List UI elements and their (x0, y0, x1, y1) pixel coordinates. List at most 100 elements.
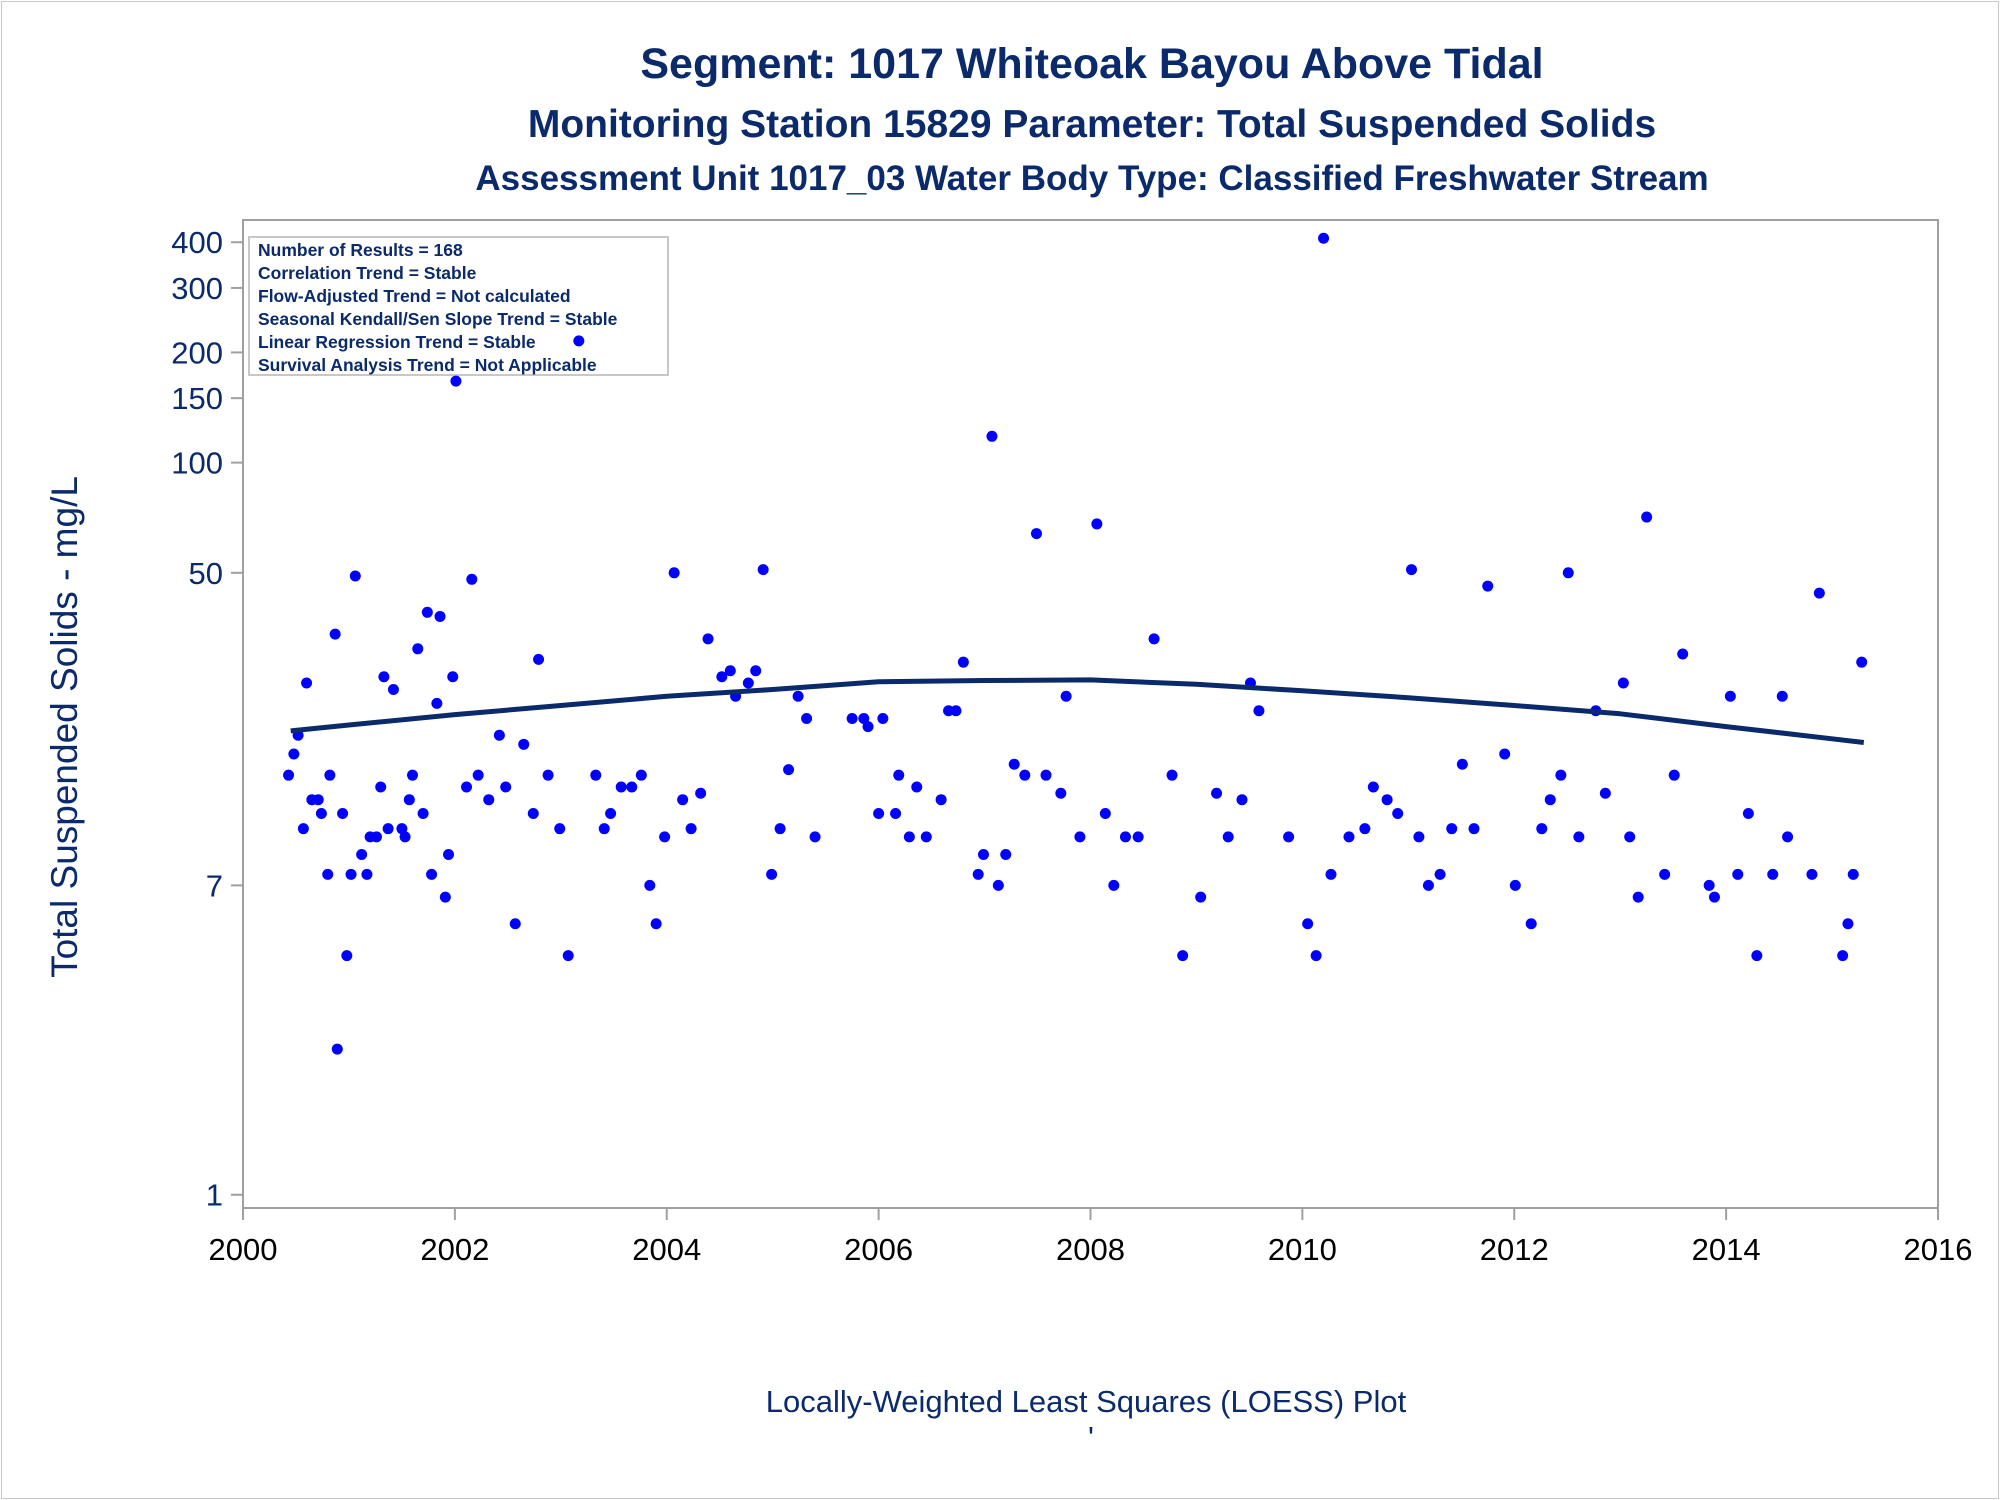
data-point (1195, 891, 1207, 903)
data-point (493, 729, 505, 741)
data-point (877, 712, 889, 724)
data-point (331, 1043, 343, 1055)
stats-line: Survival Analysis Trend = Not Applicable (258, 355, 597, 375)
data-point (598, 823, 610, 835)
data-point (1434, 868, 1446, 880)
x-tick-label: 2008 (1056, 1232, 1125, 1267)
x-tick-label: 2002 (420, 1232, 489, 1267)
data-point (439, 891, 451, 903)
y-tick-label: 150 (171, 381, 223, 416)
data-point (1562, 567, 1574, 579)
data-point (312, 794, 324, 806)
data-point (361, 868, 373, 880)
data-point (668, 567, 680, 579)
data-point (1617, 677, 1629, 689)
x-tick-label: 2016 (1904, 1232, 1973, 1267)
data-point (1236, 794, 1248, 806)
data-point (1599, 787, 1611, 799)
data-point (461, 781, 473, 793)
caption-mark: ' (1088, 1420, 1094, 1455)
data-point (1405, 564, 1417, 576)
data-point (590, 769, 602, 781)
data-point (1703, 879, 1715, 891)
chart-subtitle-2: Assessment Unit 1017_03 Water Body Type:… (475, 159, 1708, 198)
x-axis: 2000 2002 2004 2006 2008 2010 2012 2014 2016 (209, 1208, 1973, 1267)
data-point (1099, 808, 1111, 820)
data-point (1060, 690, 1072, 702)
data-point (1446, 823, 1458, 835)
data-point (1782, 831, 1794, 843)
data-point (903, 831, 915, 843)
data-point (1544, 794, 1556, 806)
data-point (858, 712, 870, 724)
data-point (297, 823, 309, 835)
data-point (615, 781, 627, 793)
data-point (533, 653, 545, 665)
data-point (757, 564, 769, 576)
data-point (315, 808, 327, 820)
stats-line: Linear Regression Trend = Stable (258, 332, 536, 352)
data-point (403, 794, 415, 806)
data-point (337, 808, 349, 820)
data-point (1074, 831, 1086, 843)
data-point (1310, 950, 1322, 962)
data-point (1108, 879, 1120, 891)
data-point (1509, 879, 1521, 891)
data-point (992, 879, 1004, 891)
data-point (1119, 831, 1131, 843)
y-axis: 1 7 50 100 150 200 300 400 (171, 225, 243, 1213)
x-tick-label: 2000 (209, 1232, 278, 1267)
data-point (978, 849, 990, 861)
y-tick-label: 300 (171, 271, 223, 306)
y-tick-label: 100 (171, 446, 223, 481)
data-point (783, 764, 795, 776)
data-point (1381, 794, 1393, 806)
data-point (288, 748, 300, 760)
data-point (382, 823, 394, 835)
data-point (716, 671, 728, 683)
data-point (1641, 511, 1653, 523)
data-point (650, 918, 662, 930)
data-point (1677, 648, 1689, 660)
data-point (695, 787, 707, 799)
y-tick-label: 200 (171, 335, 223, 370)
data-point (972, 868, 984, 880)
stats-line: Seasonal Kendall/Sen Slope Trend = Stabl… (258, 309, 618, 329)
data-point (322, 868, 334, 880)
data-point (1813, 587, 1825, 599)
data-point (562, 950, 574, 962)
data-point (986, 430, 998, 442)
data-point (1732, 868, 1744, 880)
data-point (702, 633, 714, 645)
data-point (1422, 879, 1434, 891)
data-point (370, 831, 382, 843)
stats-line: Flow-Adjusted Trend = Not calculated (258, 286, 571, 306)
data-point (1847, 868, 1859, 880)
data-point (412, 643, 424, 655)
data-point (1837, 950, 1849, 962)
data-point (1776, 690, 1788, 702)
data-point (466, 573, 478, 585)
data-point (483, 794, 495, 806)
loess-line (290, 677, 1865, 745)
data-point (443, 849, 455, 861)
x-tick-label: 2006 (844, 1232, 913, 1267)
data-point (1499, 748, 1511, 760)
data-point (1008, 758, 1020, 770)
data-point (341, 950, 353, 962)
data-point (1624, 831, 1636, 843)
data-point (1302, 918, 1314, 930)
data-point (659, 831, 671, 843)
data-point (450, 375, 462, 387)
series-layer (283, 232, 1868, 1055)
data-point (626, 781, 638, 793)
data-point (417, 808, 429, 820)
x-tick-label: 2014 (1692, 1232, 1761, 1267)
data-point (1751, 950, 1763, 962)
data-point (378, 671, 390, 683)
stats-box: Number of Results = 168 Correlation Trend… (248, 236, 669, 376)
data-point (742, 677, 754, 689)
data-point (774, 823, 786, 835)
